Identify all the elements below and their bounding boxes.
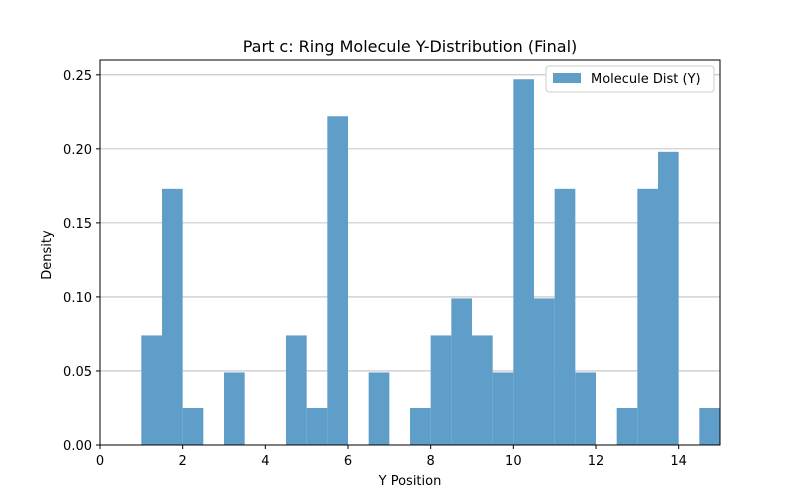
legend-box	[545, 65, 715, 93]
legend: Molecule Dist (Y)	[545, 65, 715, 93]
histogram-bar	[162, 188, 183, 446]
histogram-bar	[430, 335, 452, 445]
histogram-bar	[699, 407, 720, 445]
histogram-bar	[472, 335, 493, 445]
histogram-bar	[658, 151, 679, 446]
plot-frame	[99, 59, 721, 446]
x-tick-label: 2	[179, 454, 187, 469]
histogram-bar	[451, 298, 472, 445]
histogram-bar	[616, 407, 638, 445]
x-tick-label: 0	[96, 454, 104, 469]
legend-swatch	[553, 73, 581, 83]
x-tick-label: 12	[588, 454, 605, 469]
histogram-bar	[637, 188, 658, 446]
y-tick-label: 0.10	[63, 291, 92, 306]
histogram-bar	[286, 335, 307, 445]
histogram-bar	[575, 372, 596, 445]
histogram-bar	[224, 372, 245, 445]
y-tick-label: 0.15	[63, 217, 92, 232]
histogram-bar	[554, 188, 576, 446]
histogram-bar	[327, 116, 348, 446]
y-axis-title: Density	[40, 230, 55, 280]
x-tick-label: 14	[670, 454, 687, 469]
x-tick-label: 6	[344, 454, 352, 469]
histogram-bar	[368, 372, 390, 445]
y-tick-label: 0.20	[63, 143, 92, 158]
chart-title: Part c: Ring Molecule Y-Distribution (Fi…	[243, 37, 578, 56]
histogram-bar	[306, 407, 328, 445]
x-tick-label: 4	[261, 454, 269, 469]
x-tick-label: 10	[505, 454, 522, 469]
axis-ticks: 0.00 0.05 0.10 0.15 0.20 0.25 0 2 4 6 8 10 12 14	[63, 69, 687, 469]
y-tick-label: 0.05	[63, 365, 92, 380]
histogram-bar	[492, 372, 514, 445]
histogram-bar	[141, 335, 162, 445]
x-tick-label: 8	[427, 454, 435, 469]
histogram-bar	[534, 298, 555, 445]
y-tick-label: 0.00	[63, 439, 92, 454]
x-axis-title: Y Position	[378, 474, 442, 489]
histogram-bar	[182, 407, 204, 445]
legend-label: Molecule Dist (Y)	[591, 72, 701, 87]
y-tick-label: 0.25	[63, 69, 92, 84]
histogram-bar	[410, 407, 431, 445]
histogram-bar	[513, 79, 534, 445]
histogram-bars	[141, 79, 720, 446]
